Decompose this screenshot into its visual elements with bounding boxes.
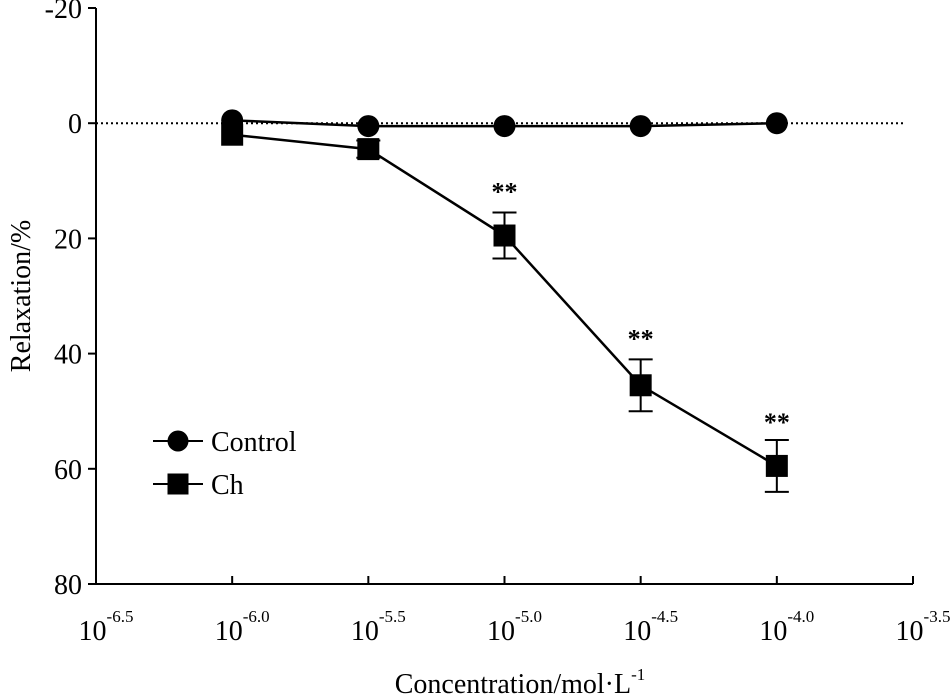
x-tick-label: 10-5.5 [351,607,406,647]
x-axis-title-text: Concentration/mol·L [395,669,631,699]
x-tick-exponent: -6.5 [107,607,134,626]
y-tick-label: -20 [45,0,82,25]
x-tick-base: 10 [487,616,515,647]
x-tick-exponent: -4.0 [787,607,814,626]
x-tick-base: 10 [79,616,107,647]
annotation-layer: ** ** ** [492,178,790,437]
x-tick-label: 10-4.5 [623,607,678,647]
x-tick-exponent: -5.5 [379,607,406,626]
data-point-ch [221,123,244,146]
y-axis-title: Relaxation/% [6,220,37,372]
y-tick-label: 0 [68,109,82,140]
x-axis-title-superscript: -1 [631,665,645,684]
x-tick-base: 10 [759,616,787,647]
data-point-control [357,115,380,138]
x-tick-base: 10 [351,616,379,647]
significance-label: ** [492,178,518,207]
data-point-ch [357,138,380,161]
legend-control-marker [167,430,189,452]
x-tick-exponent: -4.5 [651,607,678,626]
y-tick-label: 80 [54,570,82,601]
x-tick-exponent: -5.0 [515,607,542,626]
x-tick-base: 10 [623,616,651,647]
legend-item-control: Control [153,427,297,458]
x-tick-exponent: -3.5 [924,607,951,626]
x-tick-label: 10-6.5 [79,607,134,647]
legend-control-label: Control [211,427,297,458]
x-tick-base: 10 [215,616,243,647]
y-tick-label: 60 [54,455,82,486]
series-layer [221,109,789,493]
y-tick-label: 40 [54,340,82,371]
significance-label: ** [764,408,790,437]
data-point-control [765,112,788,135]
legend-item-ch: Ch [153,470,244,501]
y-tick-label: 20 [54,224,82,255]
data-point-control [629,115,652,138]
x-tick-label: 10-6.0 [215,607,270,647]
x-tick-label: 10-5.0 [487,607,542,647]
x-tick-exponent: -6.0 [243,607,270,626]
legend: Control Ch [153,427,297,501]
x-tick-label: 10-3.5 [896,607,951,647]
y-ticks: -20 0 20 40 60 80 [45,0,96,601]
data-point-control [493,115,516,138]
data-point-ch [493,224,516,247]
legend-ch-marker [167,473,189,495]
legend-ch-label: Ch [211,470,244,501]
x-tick-label: 10-4.0 [759,607,814,647]
x-tick-base: 10 [896,616,924,647]
x-axis-title: Concentration/mol·L-1 [395,665,646,699]
x-ticks: 10-6.5 10-6.0 10-5.5 10-5.0 10-4.5 10-4.0 10-3… [79,576,951,647]
data-point-ch [629,374,652,397]
data-point-ch [765,454,788,477]
significance-label: ** [628,324,654,353]
